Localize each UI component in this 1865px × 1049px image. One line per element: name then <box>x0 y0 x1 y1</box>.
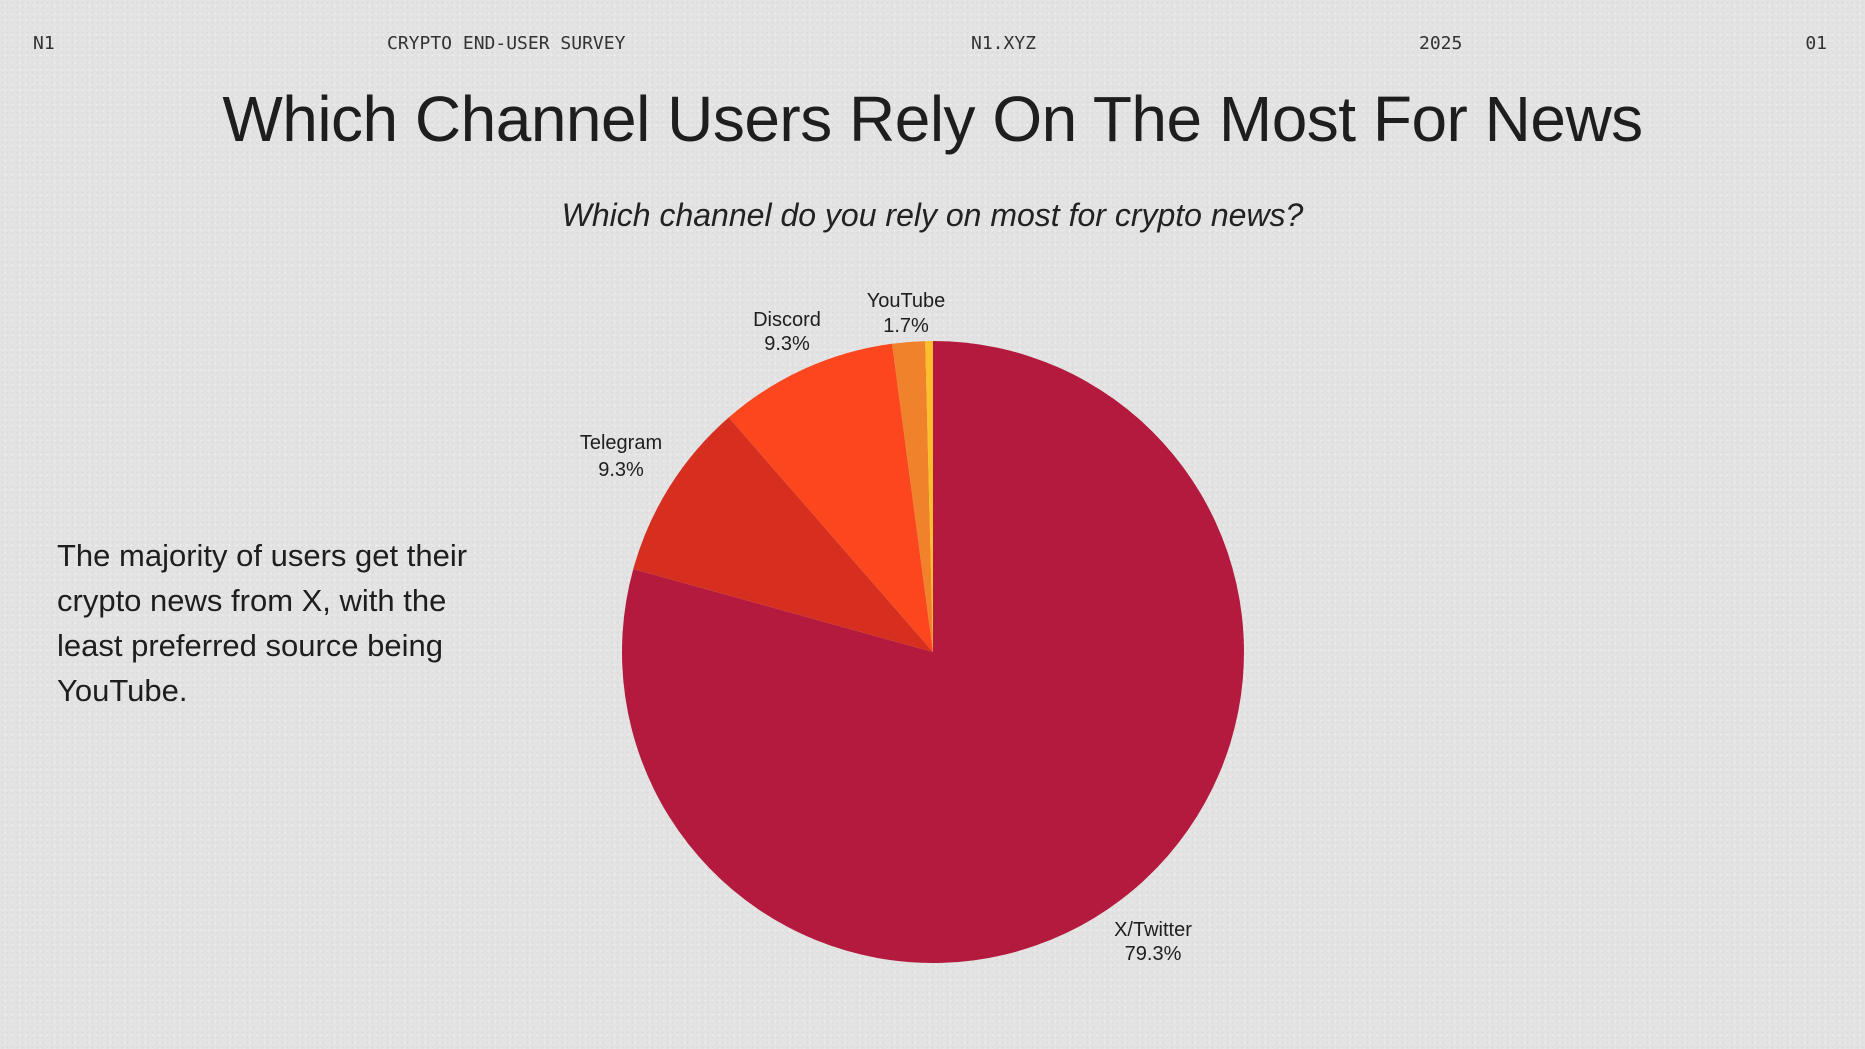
slice-label-youtube: YouTube <box>867 290 946 312</box>
pie-slice-other <box>925 341 933 652</box>
chart-title: Which channel do you rely on most for cr… <box>561 197 1304 233</box>
header-brand: N1 <box>33 33 55 54</box>
slice-value-x-twitter: 79.3% <box>1125 943 1182 965</box>
header-year: 2025 <box>1419 33 1463 54</box>
header-survey-name: CRYPTO END-USER SURVEY <box>387 33 626 54</box>
slice-label-discord: Discord <box>753 309 821 331</box>
slice-value-youtube: 1.7% <box>883 315 929 337</box>
header-site: N1.XYZ <box>971 33 1037 54</box>
page-title: Which Channel Users Rely On The Most For… <box>222 83 1643 155</box>
header-page-number: 01 <box>1805 33 1827 54</box>
slice-value-discord: 9.3% <box>764 333 810 355</box>
summary-text: The majority of users get their crypto n… <box>57 538 468 708</box>
pie-slice-youtube <box>892 341 933 652</box>
page-header: N1 CRYPTO END-USER SURVEY N1.XYZ 2025 01 <box>0 33 1865 57</box>
pie-slice-discord <box>728 343 933 652</box>
slice-value-telegram: 9.3% <box>598 459 644 481</box>
slice-label-telegram: Telegram <box>580 432 662 454</box>
slice-label-x-twitter: X/Twitter <box>1114 919 1192 941</box>
pie-slice-telegram <box>633 417 933 652</box>
